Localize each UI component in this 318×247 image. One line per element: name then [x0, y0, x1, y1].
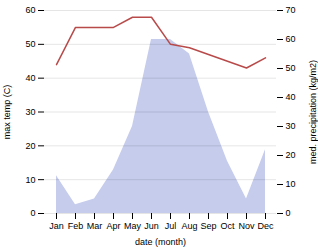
svg-text:Mar: Mar — [87, 221, 103, 231]
svg-text:30: 30 — [25, 107, 35, 117]
svg-text:40: 40 — [286, 92, 296, 102]
svg-text:Aug: Aug — [181, 221, 197, 231]
svg-text:0: 0 — [30, 208, 35, 218]
svg-text:Nov: Nov — [238, 221, 255, 231]
svg-text:med. precipitation (kg/m2): med. precipitation (kg/m2) — [308, 60, 318, 164]
svg-text:Jan: Jan — [49, 221, 64, 231]
svg-text:Apr: Apr — [106, 221, 120, 231]
svg-text:max temp (C): max temp (C) — [2, 85, 12, 140]
svg-text:Sep: Sep — [200, 221, 216, 231]
svg-text:May: May — [124, 221, 142, 231]
svg-text:60: 60 — [25, 5, 35, 15]
svg-text:Feb: Feb — [68, 221, 84, 231]
svg-text:Oct: Oct — [220, 221, 235, 231]
svg-text:40: 40 — [25, 73, 35, 83]
svg-text:0: 0 — [286, 208, 291, 218]
svg-text:30: 30 — [286, 121, 296, 131]
svg-text:Jul: Jul — [165, 221, 177, 231]
svg-text:20: 20 — [25, 141, 35, 151]
svg-text:50: 50 — [25, 39, 35, 49]
svg-text:Jun: Jun — [144, 221, 159, 231]
svg-text:Dec: Dec — [257, 221, 274, 231]
svg-text:10: 10 — [25, 175, 35, 185]
svg-text:10: 10 — [286, 179, 296, 189]
svg-text:20: 20 — [286, 150, 296, 160]
svg-text:60: 60 — [286, 34, 296, 44]
svg-text:50: 50 — [286, 63, 296, 73]
svg-text:70: 70 — [286, 5, 296, 15]
svg-text:date (month): date (month) — [135, 237, 186, 247]
